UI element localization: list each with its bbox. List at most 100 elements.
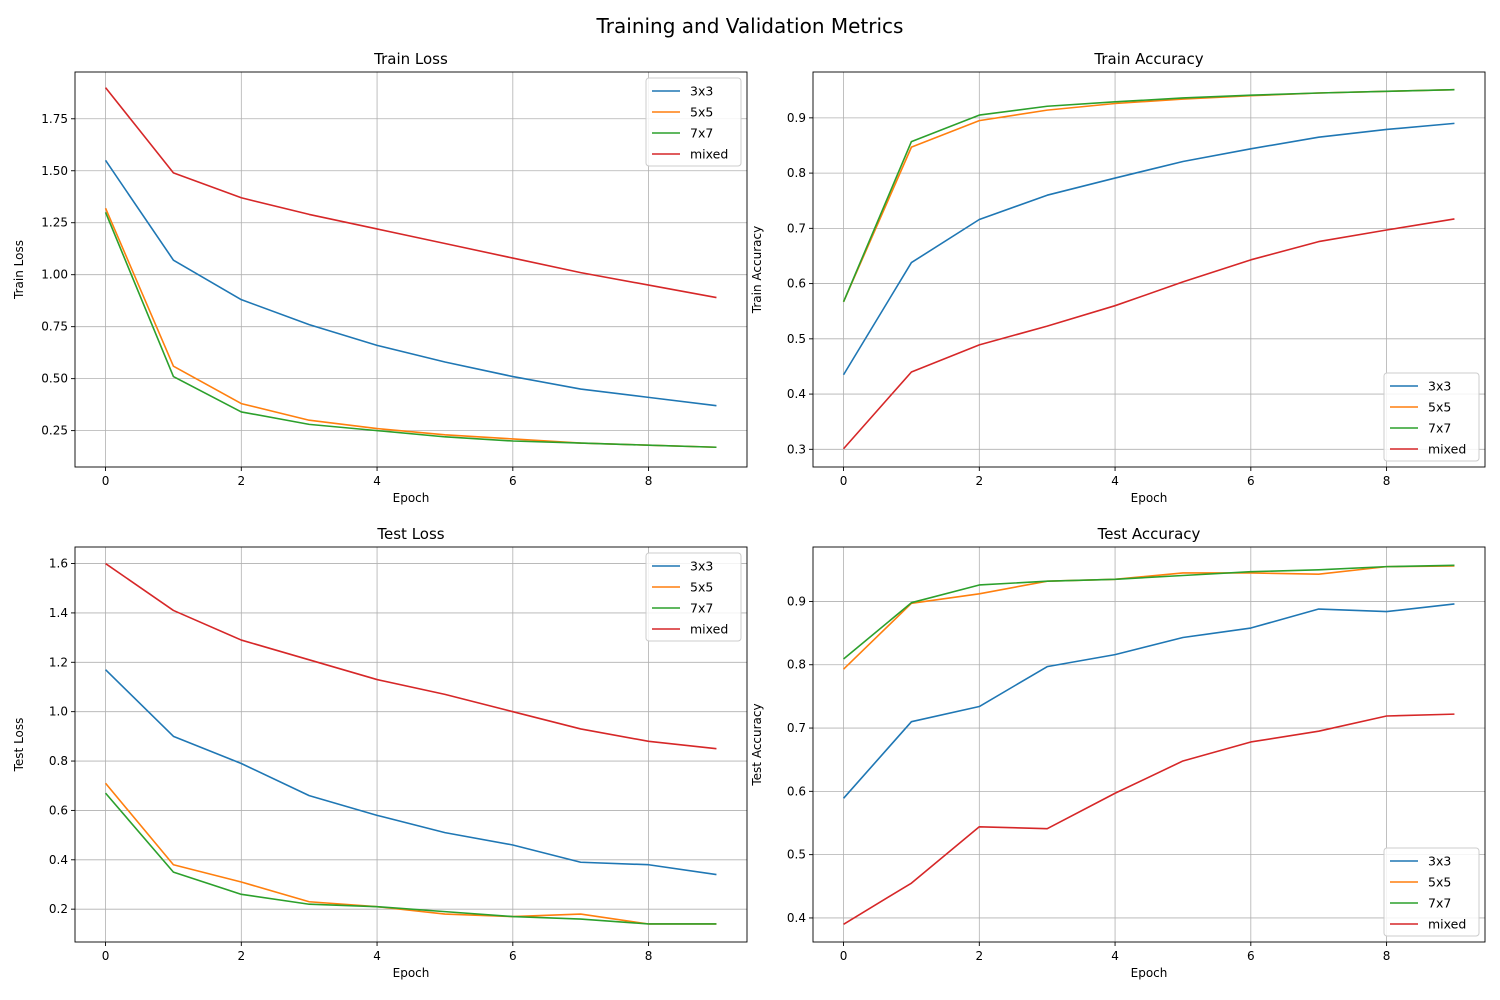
y-tick-label: 0.4 xyxy=(787,911,806,925)
series-line-3x3 xyxy=(104,159,717,407)
y-tick-label: 0.9 xyxy=(787,594,806,608)
legend-label-3x3: 3x3 xyxy=(1428,379,1451,394)
y-tick-label: 0.4 xyxy=(787,387,806,401)
legend-label-5x5: 5x5 xyxy=(690,580,713,595)
series-line-7x7 xyxy=(843,564,1455,660)
y-tick-label: 1.6 xyxy=(49,557,68,571)
series-line-mixed xyxy=(842,218,1455,450)
y-tick-label: 0.2 xyxy=(49,902,68,916)
legend-box xyxy=(645,77,742,167)
x-axis-label: Epoch xyxy=(1131,966,1168,980)
y-tick-label: 0.25 xyxy=(41,424,68,438)
x-tick-label: 4 xyxy=(373,474,381,488)
x-tick-label: 2 xyxy=(975,949,983,963)
x-tick-label: 6 xyxy=(509,474,517,488)
y-axis-label: Test Accuracy xyxy=(750,703,764,786)
x-tick-label: 6 xyxy=(509,949,517,963)
y-tick-label: 0.8 xyxy=(49,754,68,768)
plot-frame xyxy=(74,71,748,468)
legend-label-mixed: mixed xyxy=(690,147,728,162)
x-tick-label: 0 xyxy=(840,949,848,963)
series-line-7x7 xyxy=(104,792,717,925)
y-axis-label: Train Loss xyxy=(12,240,26,300)
y-tick-label: 0.7 xyxy=(787,221,806,235)
y-tick-label: 1.4 xyxy=(49,606,68,620)
series-line-5x5 xyxy=(104,782,717,925)
x-tick-label: 4 xyxy=(1111,474,1119,488)
series-line-5x5 xyxy=(104,207,717,449)
legend: 3x3 5x5 7x7 mixed xyxy=(645,552,742,642)
plot-frame xyxy=(74,546,748,943)
y-tick-label: 1.2 xyxy=(49,655,68,669)
x-tick-label: 0 xyxy=(840,474,848,488)
legend-label-3x3: 3x3 xyxy=(690,84,713,99)
legend-box xyxy=(1383,847,1480,937)
legend: 3x3 5x5 7x7 mixed xyxy=(1383,847,1480,937)
x-tick-label: 8 xyxy=(645,474,653,488)
series-line-7x7 xyxy=(842,88,1455,303)
x-tick-label: 8 xyxy=(645,949,653,963)
series-line-mixed xyxy=(843,713,1455,925)
x-axis-label: Epoch xyxy=(393,966,430,980)
legend-label-mixed: mixed xyxy=(1428,917,1466,932)
x-tick-label: 2 xyxy=(975,474,983,488)
legend-label-7x7: 7x7 xyxy=(1428,421,1451,436)
plot-frame xyxy=(812,546,1486,943)
legend-box xyxy=(1383,372,1480,462)
legend-label-mixed: mixed xyxy=(690,622,728,637)
chart-panel-1: 0 2 4 6 8 0.25 0.50 0.75 1.00 1.25 1.50 1.75 Train L… xyxy=(12,50,748,505)
legend: 3x3 5x5 7x7 mixed xyxy=(1383,372,1480,462)
y-tick-label: 0.4 xyxy=(49,853,68,867)
series-line-mixed xyxy=(105,562,717,750)
y-tick-label: 1.0 xyxy=(49,705,68,719)
legend-label-5x5: 5x5 xyxy=(1428,875,1451,890)
y-tick-label: 0.9 xyxy=(787,111,806,125)
chart-title: Test Loss xyxy=(376,525,444,543)
series-line-3x3 xyxy=(842,122,1455,376)
x-tick-label: 4 xyxy=(1111,949,1119,963)
y-tick-label: 0.7 xyxy=(787,721,806,735)
x-tick-label: 2 xyxy=(237,474,245,488)
y-tick-label: 0.6 xyxy=(787,784,806,798)
x-tick-label: 6 xyxy=(1247,949,1255,963)
plot-frame xyxy=(812,71,1486,468)
y-tick-label: 0.6 xyxy=(49,803,68,817)
series-line-5x5 xyxy=(842,565,1455,670)
legend-label-3x3: 3x3 xyxy=(1428,854,1451,869)
chart-panel-4: 0 2 4 6 8 0.4 0.5 0.6 0.7 0.8 0.9 Test Accuracy Epoc… xyxy=(750,525,1486,980)
legend-label-5x5: 5x5 xyxy=(1428,400,1451,415)
y-tick-label: 1.00 xyxy=(41,268,68,282)
x-tick-label: 4 xyxy=(373,949,381,963)
chart-title: Train Accuracy xyxy=(1093,50,1203,68)
x-tick-label: 2 xyxy=(237,949,245,963)
legend-label-7x7: 7x7 xyxy=(1428,896,1451,911)
y-tick-label: 0.3 xyxy=(787,442,806,456)
chart-title: Test Accuracy xyxy=(1097,525,1201,543)
y-tick-label: 1.75 xyxy=(41,112,68,126)
y-axis-label: Test Loss xyxy=(12,718,26,773)
legend: 3x3 5x5 7x7 mixed xyxy=(645,77,742,167)
x-tick-label: 0 xyxy=(102,474,110,488)
y-tick-label: 1.25 xyxy=(41,216,68,230)
legend-label-5x5: 5x5 xyxy=(690,105,713,120)
chart-title: Train Loss xyxy=(373,50,448,68)
y-tick-label: 0.8 xyxy=(787,166,806,180)
legend-label-7x7: 7x7 xyxy=(690,126,713,141)
y-tick-label: 0.75 xyxy=(41,320,68,334)
legend-label-mixed: mixed xyxy=(1428,442,1466,457)
x-tick-label: 0 xyxy=(102,949,110,963)
figure-title: Training and Validation Metrics xyxy=(596,14,904,38)
legend-label-3x3: 3x3 xyxy=(690,559,713,574)
legend-label-7x7: 7x7 xyxy=(690,601,713,616)
x-axis-label: Epoch xyxy=(1131,491,1168,505)
series-line-3x3 xyxy=(104,669,717,876)
chart-panel-2: 0 2 4 6 8 0.3 0.4 0.5 0.6 0.7 0.8 0.9 Train Accuracy… xyxy=(750,50,1486,505)
y-tick-label: 0.6 xyxy=(787,277,806,291)
legend-box xyxy=(645,552,742,642)
y-tick-label: 1.50 xyxy=(41,164,68,178)
series-line-5x5 xyxy=(842,88,1455,303)
y-tick-label: 0.5 xyxy=(787,848,806,862)
series-line-3x3 xyxy=(842,603,1455,799)
series-line-mixed xyxy=(104,87,717,299)
